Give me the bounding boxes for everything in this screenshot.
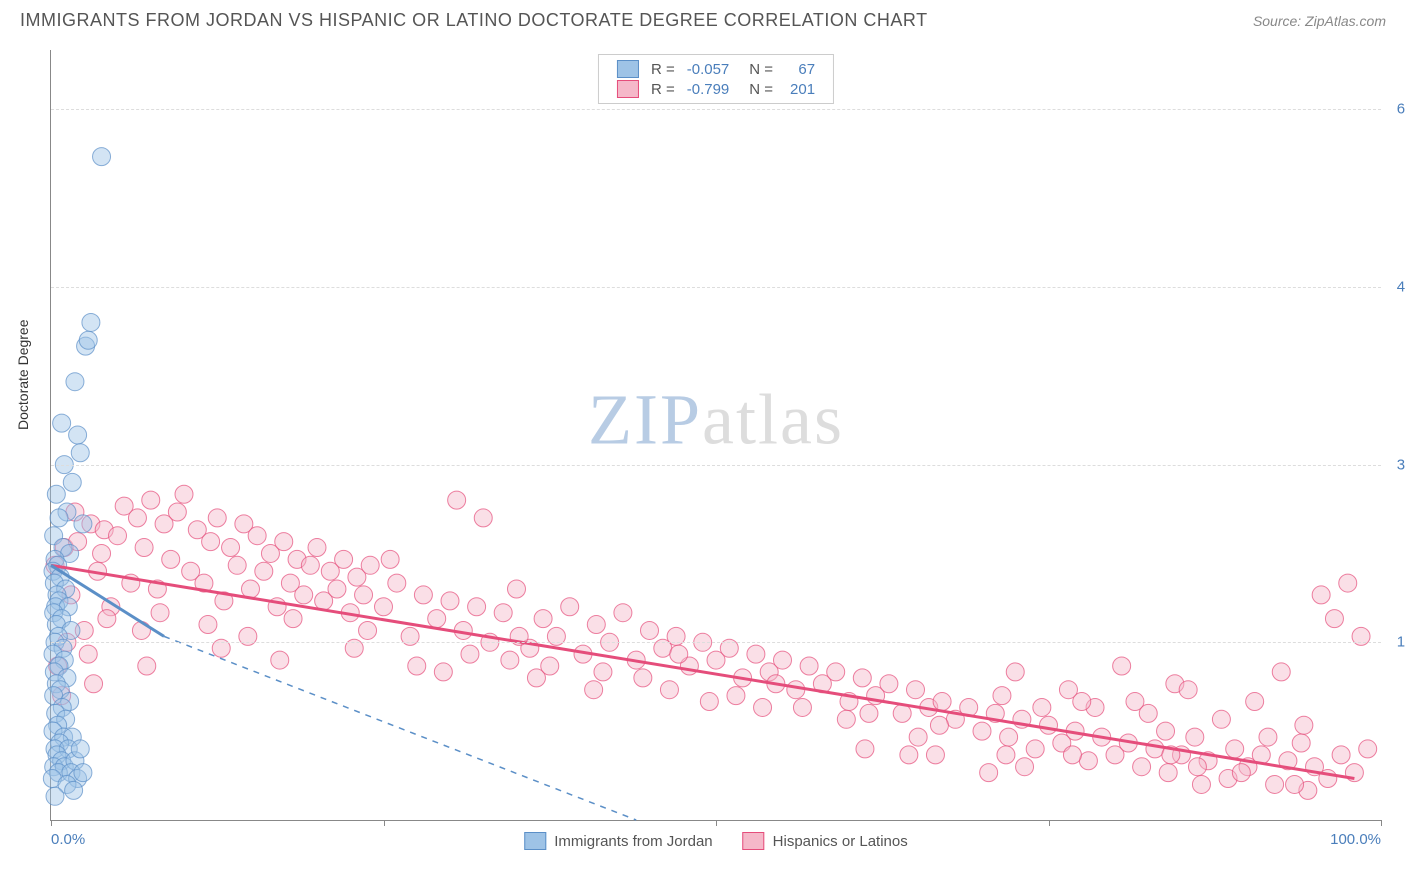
legend-item-jordan: Immigrants from Jordan [524, 832, 712, 850]
correlation-legend: R = -0.057 N = 67 R = -0.799 N = 201 [598, 54, 834, 104]
chart-plot-area: ZIPatlas R = -0.057 N = 67 R = -0.799 N … [50, 50, 1381, 821]
source-attribution: Source: ZipAtlas.com [1253, 13, 1386, 29]
x-tick-label: 100.0% [1330, 831, 1381, 848]
swatch-hispanic-icon [743, 832, 765, 850]
legend-row-jordan: R = -0.057 N = 67 [611, 59, 821, 79]
legend-item-hispanic: Hispanics or Latinos [743, 832, 908, 850]
scatter-svg [51, 50, 1381, 820]
series-legend: Immigrants from Jordan Hispanics or Lati… [524, 832, 907, 850]
header: IMMIGRANTS FROM JORDAN VS HISPANIC OR LA… [0, 0, 1406, 37]
swatch-jordan [617, 60, 639, 78]
y-axis-label: Doctorate Degree [15, 319, 31, 430]
y-tick-label: 3.0% [1386, 456, 1406, 473]
chart-title: IMMIGRANTS FROM JORDAN VS HISPANIC OR LA… [20, 10, 928, 31]
swatch-hispanic [617, 80, 639, 98]
y-tick-label: 1.5% [1386, 634, 1406, 651]
y-tick-label: 4.5% [1386, 278, 1406, 295]
y-tick-label: 6.0% [1386, 101, 1406, 118]
legend-row-hispanic: R = -0.799 N = 201 [611, 79, 821, 99]
x-tick-label: 0.0% [51, 831, 85, 848]
swatch-jordan-icon [524, 832, 546, 850]
